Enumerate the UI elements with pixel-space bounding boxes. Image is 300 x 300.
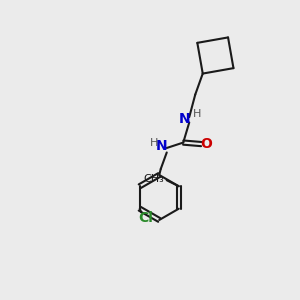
Text: N: N (155, 140, 167, 154)
Text: N: N (179, 112, 190, 126)
Text: CH₃: CH₃ (144, 174, 164, 184)
Text: H: H (193, 109, 201, 119)
Text: O: O (201, 137, 213, 151)
Text: H: H (150, 139, 158, 148)
Text: Cl: Cl (138, 211, 153, 225)
